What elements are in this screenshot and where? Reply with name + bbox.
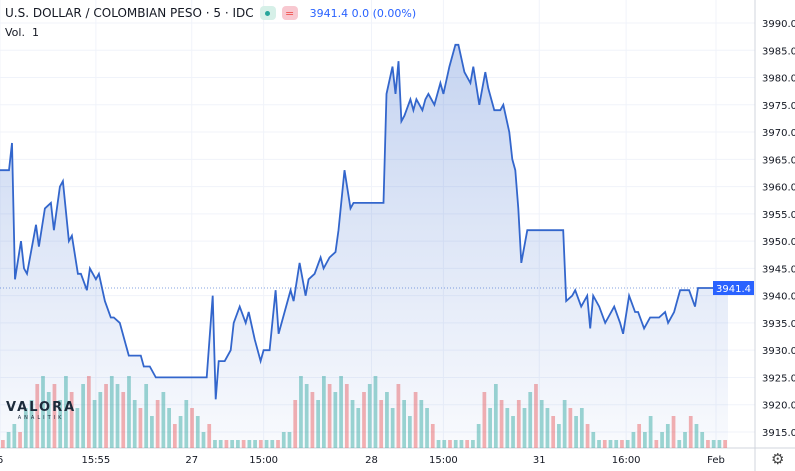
- y-tick-label: 3990.0: [762, 19, 795, 30]
- equal-icon[interactable]: =: [281, 6, 298, 20]
- chart-header: U.S. DOLLAR / COLOMBIAN PESO · 5 · IDC =…: [5, 6, 416, 20]
- y-tick-label: 3965.0: [762, 155, 795, 166]
- x-tick-label: 31: [533, 455, 546, 466]
- symbol-title[interactable]: U.S. DOLLAR / COLOMBIAN PESO · 5 · IDC: [5, 6, 254, 20]
- x-tick-label: 16:00: [612, 455, 641, 466]
- last-price-label-bg: [713, 281, 754, 296]
- y-tick-label: 3935.0: [762, 319, 795, 330]
- market-open-icon: [259, 6, 276, 20]
- y-tick-label: 3950.0: [762, 237, 795, 248]
- x-tick-label: 15:55: [81, 455, 110, 466]
- y-tick-label: 3985.0: [762, 46, 795, 57]
- y-tick-label: 3940.0: [762, 292, 795, 303]
- x-tick-label: 28: [365, 455, 378, 466]
- last-price: 3941.4: [309, 6, 349, 20]
- y-tick-label: 3930.0: [762, 346, 795, 357]
- y-tick-label: 3975.0: [762, 101, 795, 112]
- x-tick-label: 15:00: [429, 455, 458, 466]
- y-tick-label: 3960.0: [762, 183, 795, 194]
- y-tick-label: 3970.0: [762, 128, 795, 139]
- y-tick-label: 3955.0: [762, 210, 795, 221]
- x-tick-label: 27: [185, 455, 198, 466]
- y-tick-label: 3915.0: [762, 428, 795, 439]
- last-price-label: 3941.4: [716, 284, 751, 295]
- y-tick-label: 3945.0: [762, 264, 795, 275]
- valora-logo: VALORA ANALITIK: [6, 400, 77, 421]
- price-area: [0, 44, 728, 449]
- volume-legend: Vol. 1: [5, 26, 39, 39]
- price-change: 0.0 (0.00%): [351, 6, 417, 20]
- x-tick-label: Feb: [707, 455, 725, 466]
- y-tick-label: 3980.0: [762, 74, 795, 85]
- y-tick-label: 3925.0: [762, 373, 795, 384]
- y-tick-label: 3920.0: [762, 401, 795, 412]
- x-tick-label: 15:00: [249, 455, 278, 466]
- gear-icon[interactable]: ⚙: [771, 450, 785, 468]
- x-tick-label: 6: [0, 455, 3, 466]
- price-line: [0, 43, 728, 400]
